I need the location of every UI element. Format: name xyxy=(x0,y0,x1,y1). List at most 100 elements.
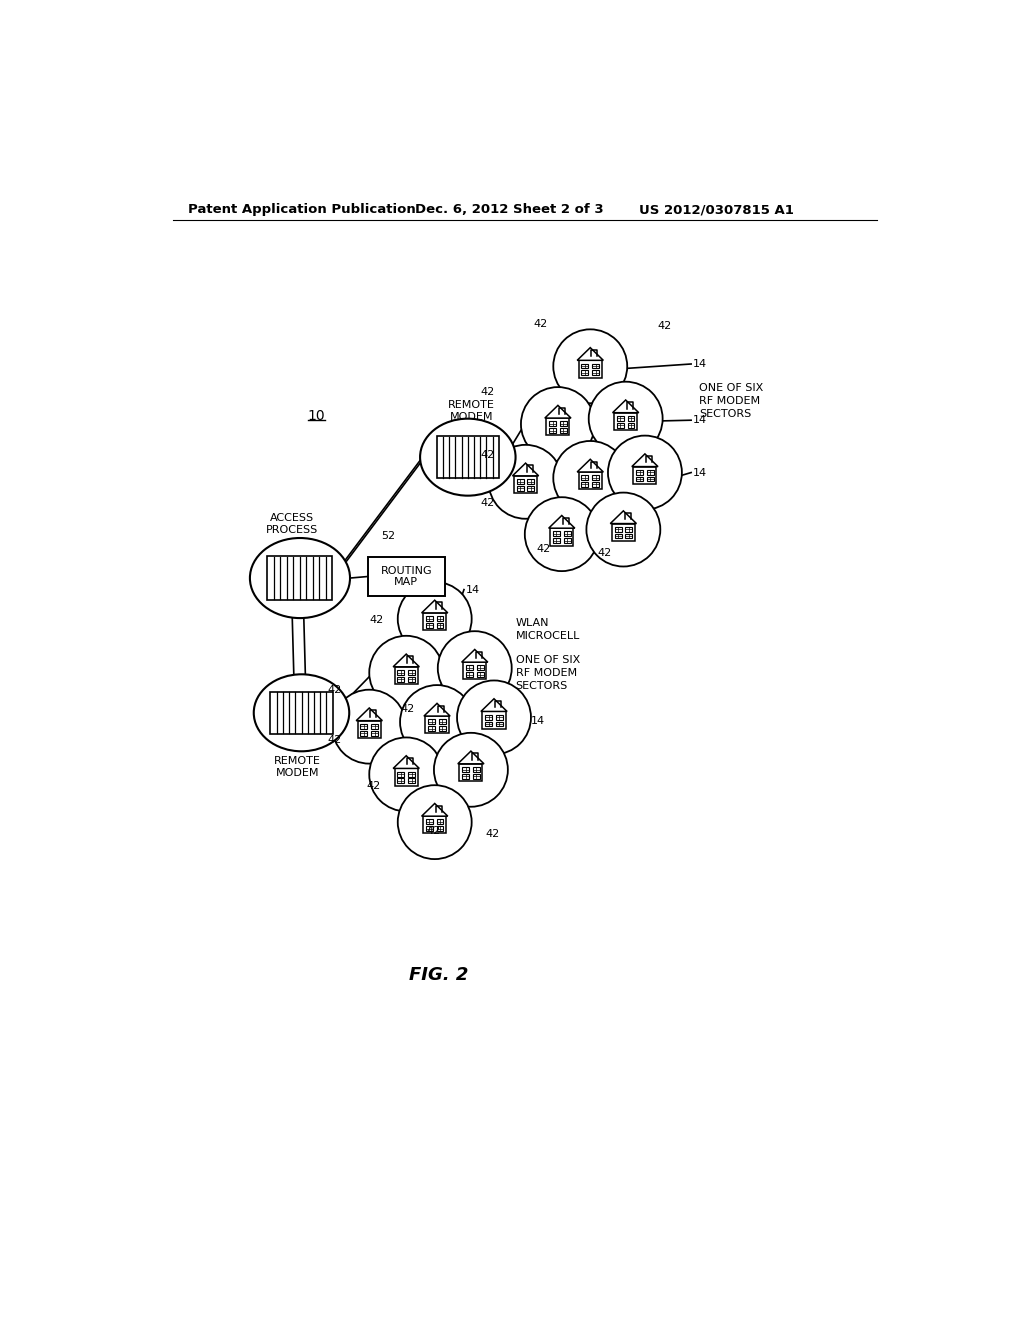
Polygon shape xyxy=(512,463,539,475)
Bar xyxy=(394,667,418,684)
Bar xyxy=(473,774,479,779)
Text: 10: 10 xyxy=(307,409,326,424)
Bar xyxy=(394,768,418,785)
Text: 42: 42 xyxy=(537,544,551,554)
Bar xyxy=(360,723,368,729)
Bar xyxy=(592,371,599,375)
Text: ROUTING
MAP: ROUTING MAP xyxy=(380,566,432,587)
Circle shape xyxy=(587,492,660,566)
Text: 14: 14 xyxy=(692,416,707,425)
Text: REMOTE
MODEM: REMOTE MODEM xyxy=(449,400,496,422)
Bar xyxy=(371,723,378,729)
Text: 42: 42 xyxy=(480,387,495,397)
Circle shape xyxy=(370,738,443,812)
Text: ONE OF SIX
RF MODEM
SECTORS: ONE OF SIX RF MODEM SECTORS xyxy=(515,655,580,690)
Bar xyxy=(425,715,449,734)
Bar xyxy=(466,665,473,671)
Circle shape xyxy=(400,685,474,759)
Bar xyxy=(547,418,569,436)
Circle shape xyxy=(370,636,443,710)
Bar xyxy=(436,623,443,628)
Bar xyxy=(647,477,653,482)
Bar xyxy=(426,820,433,824)
Bar xyxy=(473,767,479,772)
Bar xyxy=(614,413,637,430)
Bar xyxy=(409,772,415,776)
Bar xyxy=(553,539,560,543)
Circle shape xyxy=(397,582,472,656)
Text: 42: 42 xyxy=(370,615,384,626)
Bar xyxy=(563,539,570,543)
Circle shape xyxy=(524,498,599,572)
Text: 14: 14 xyxy=(692,467,707,478)
Text: 42: 42 xyxy=(480,498,495,508)
Polygon shape xyxy=(578,347,603,360)
Bar xyxy=(423,816,446,833)
Text: 42: 42 xyxy=(534,319,547,329)
Text: 42: 42 xyxy=(597,548,611,557)
Bar xyxy=(549,428,556,433)
Text: 42: 42 xyxy=(400,704,415,714)
Circle shape xyxy=(553,441,628,515)
Text: US 2012/0307815 A1: US 2012/0307815 A1 xyxy=(639,203,794,216)
Bar xyxy=(592,482,599,487)
Bar xyxy=(485,722,493,726)
Bar xyxy=(397,671,404,675)
Bar xyxy=(592,475,599,480)
Bar xyxy=(466,672,473,677)
Circle shape xyxy=(521,387,595,461)
Bar xyxy=(426,623,433,628)
Text: 14: 14 xyxy=(692,359,707,370)
Bar xyxy=(267,556,333,601)
Bar xyxy=(482,711,506,729)
Bar xyxy=(579,360,602,378)
Polygon shape xyxy=(356,708,382,721)
Bar xyxy=(439,719,445,725)
Ellipse shape xyxy=(250,539,350,618)
Text: REMOTE
MODEM: REMOTE MODEM xyxy=(274,756,322,777)
Circle shape xyxy=(589,381,663,455)
Bar xyxy=(553,532,560,536)
Polygon shape xyxy=(422,601,447,612)
Bar xyxy=(614,527,622,532)
Circle shape xyxy=(457,681,531,755)
Bar xyxy=(426,616,433,620)
Bar xyxy=(428,726,435,731)
Bar xyxy=(397,677,404,681)
Bar xyxy=(360,731,368,735)
Bar xyxy=(560,421,566,426)
Text: Sheet 2 of 3: Sheet 2 of 3 xyxy=(513,203,604,216)
Bar xyxy=(397,779,404,783)
Text: 42: 42 xyxy=(485,829,500,840)
Bar xyxy=(626,533,632,539)
Polygon shape xyxy=(481,698,507,711)
Circle shape xyxy=(397,785,472,859)
Bar xyxy=(437,436,499,478)
Bar xyxy=(428,719,435,725)
Polygon shape xyxy=(393,655,419,667)
Bar xyxy=(628,416,635,421)
Bar xyxy=(647,470,653,475)
Bar xyxy=(514,475,538,494)
Bar xyxy=(371,731,378,735)
Bar xyxy=(517,486,523,491)
Polygon shape xyxy=(610,511,637,524)
Bar xyxy=(368,557,444,595)
Bar xyxy=(560,428,566,433)
Polygon shape xyxy=(549,516,574,528)
Bar xyxy=(409,671,415,675)
Bar xyxy=(409,779,415,783)
Bar xyxy=(462,774,469,779)
Bar xyxy=(357,721,381,738)
Bar xyxy=(611,524,635,541)
Polygon shape xyxy=(578,459,603,473)
Circle shape xyxy=(608,436,682,510)
Bar xyxy=(628,422,635,428)
Bar xyxy=(614,533,622,539)
Bar xyxy=(496,714,503,719)
Bar xyxy=(563,532,570,536)
Text: 42: 42 xyxy=(657,321,672,331)
Text: 14: 14 xyxy=(531,715,545,726)
Bar xyxy=(616,422,624,428)
Bar xyxy=(592,363,599,368)
